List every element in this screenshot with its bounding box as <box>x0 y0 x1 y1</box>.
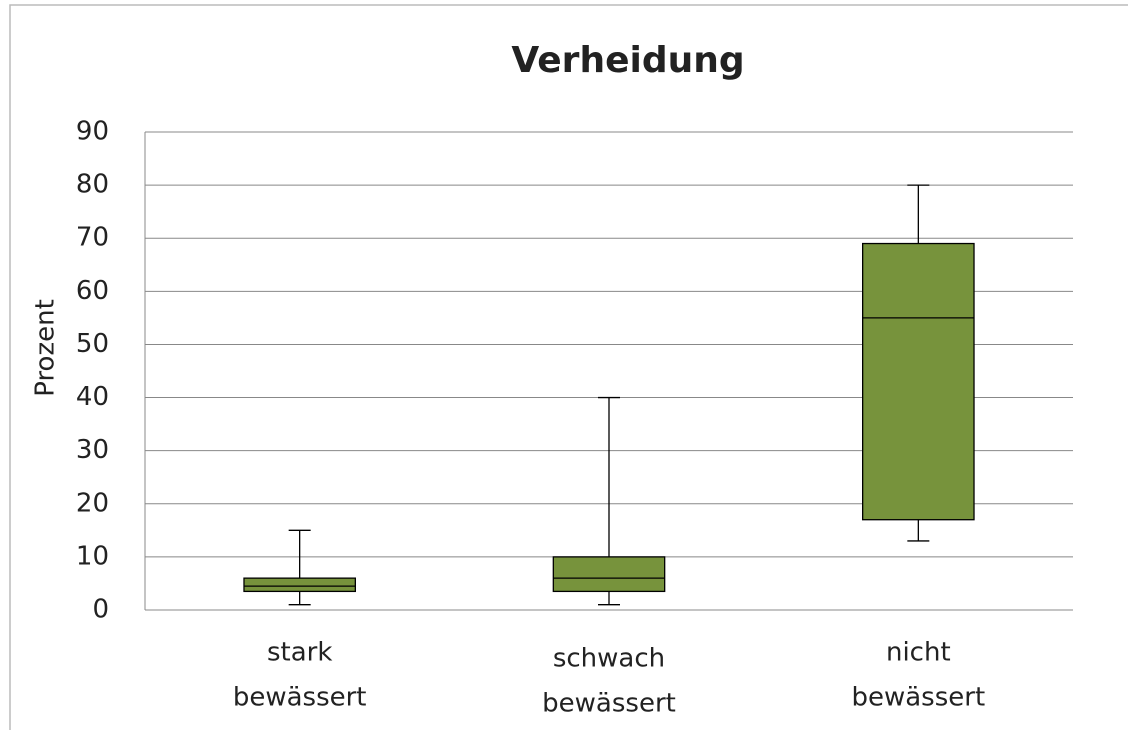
y-tick-label: 80 <box>76 170 109 200</box>
box <box>862 242 975 521</box>
x-tick-label: schwach <box>553 644 665 674</box>
x-tick-label: stark <box>267 638 332 668</box>
y-tick-label: 40 <box>76 382 109 412</box>
y-tick-label: 20 <box>76 488 109 518</box>
y-tick-label: 50 <box>76 329 109 359</box>
x-tick-label: bewässert <box>851 683 985 713</box>
y-tick-label: 90 <box>76 117 109 147</box>
y-tick-label: 0 <box>92 595 109 625</box>
y-axis-label: Prozent <box>31 299 61 397</box>
y-tick-label: 30 <box>76 435 109 465</box>
y-tick-label: 10 <box>76 541 109 571</box>
box <box>243 577 356 593</box>
box <box>552 556 666 593</box>
y-tick-label: 70 <box>76 223 109 253</box>
x-tick-label: nicht <box>886 638 951 668</box>
x-tick-label: bewässert <box>542 689 676 719</box>
chart-title: Verheidung <box>511 40 744 81</box>
x-tick-label: bewässert <box>233 683 367 713</box>
y-tick-label: 60 <box>76 276 109 306</box>
